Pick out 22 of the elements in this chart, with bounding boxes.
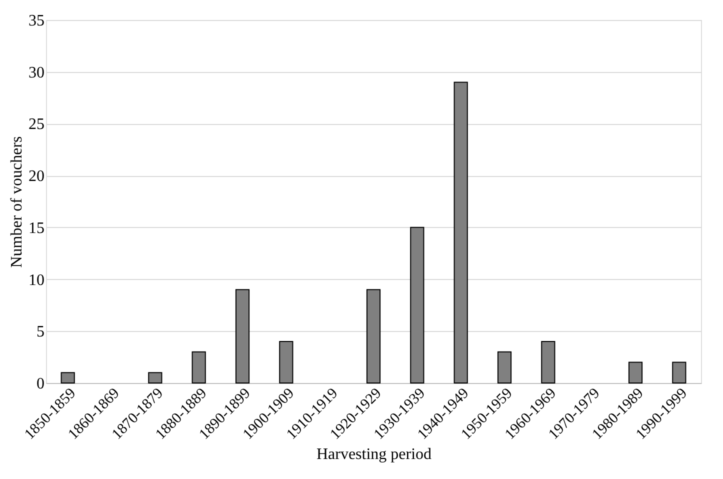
y-tick-label: 5 <box>36 324 44 341</box>
bar <box>235 289 250 384</box>
y-tick-label: 10 <box>28 272 44 289</box>
bar <box>410 226 424 384</box>
bar <box>454 82 468 384</box>
y-tick-label: 25 <box>28 116 44 134</box>
bar <box>672 362 686 384</box>
bar <box>628 362 643 384</box>
x-axis-title: Harvesting period <box>316 446 432 464</box>
bar <box>148 372 162 384</box>
bar <box>60 372 75 384</box>
y-tick-label: 20 <box>28 168 44 186</box>
y-tick-label: 0 <box>36 376 44 392</box>
bar <box>279 341 294 384</box>
y-tick-label: 15 <box>28 220 44 237</box>
bar <box>497 351 512 384</box>
y-axis-title: Number of vouchers <box>8 136 26 268</box>
y-tick-label: 35 <box>28 12 44 30</box>
bar <box>541 341 556 384</box>
y-tick-label: 30 <box>28 64 44 82</box>
bar <box>366 289 381 384</box>
bar <box>192 351 206 384</box>
